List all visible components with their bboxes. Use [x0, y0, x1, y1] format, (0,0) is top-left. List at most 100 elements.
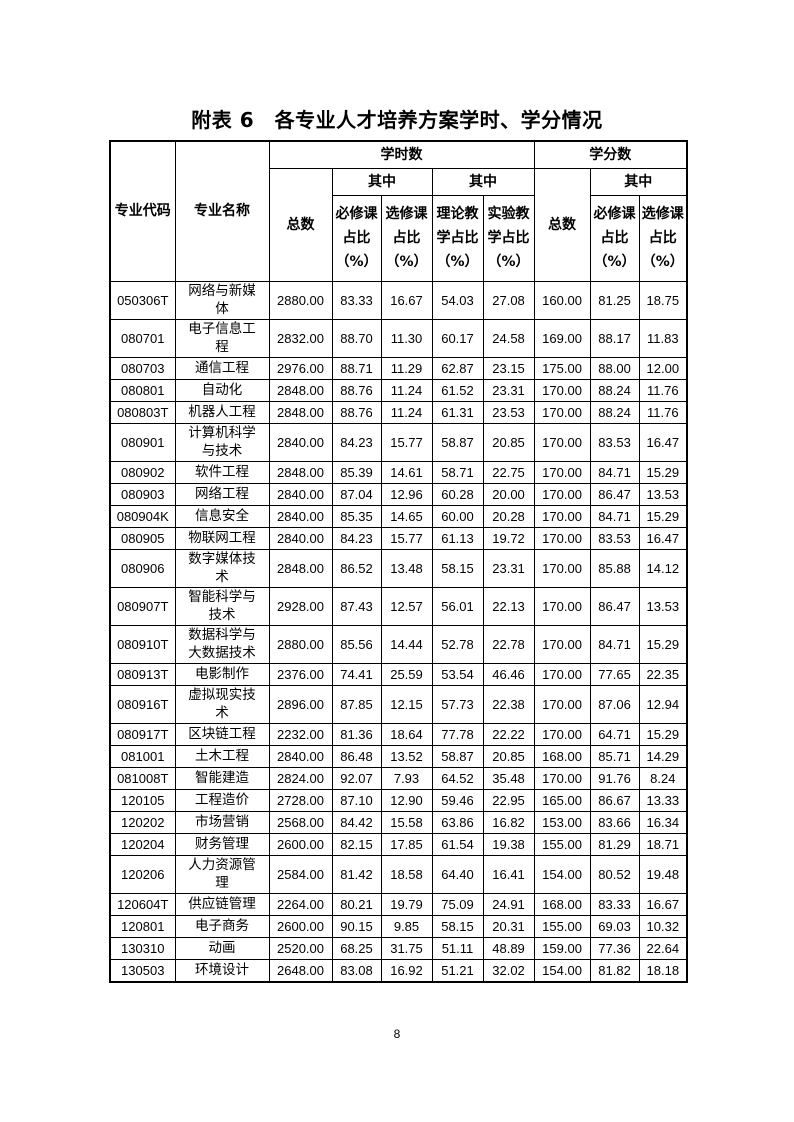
cell-c-req: 86.47 [589, 586, 640, 626]
cell-c-total: 170.00 [533, 526, 591, 550]
cell-h-total: 2848.00 [268, 378, 333, 402]
cell-c-ele: 10.32 [638, 914, 688, 938]
cell-c-ele: 15.29 [638, 504, 688, 528]
cell-c-total: 168.00 [533, 744, 591, 768]
cell-h-req: 82.15 [331, 832, 382, 856]
cell-name: 土木工程 [174, 744, 270, 768]
cell-h-theory: 54.03 [431, 280, 484, 320]
cell-name: 机器人工程 [174, 400, 270, 424]
cell-c-total: 170.00 [533, 586, 591, 626]
header-theory-pct: 理论教学占比（%） [431, 194, 484, 282]
cell-h-theory: 75.09 [431, 892, 484, 916]
cell-h-req: 88.71 [331, 356, 382, 380]
cell-code: 080803T [109, 400, 176, 424]
cell-h-total: 2880.00 [268, 280, 333, 320]
cell-name: 网络与新媒体 [174, 280, 270, 320]
cell-h-total: 2840.00 [268, 422, 333, 462]
cell-h-exp: 19.72 [482, 526, 535, 550]
cell-c-total: 159.00 [533, 936, 591, 960]
cell-c-req: 83.53 [589, 422, 640, 462]
cell-c-req: 64.71 [589, 722, 640, 746]
cell-c-total: 170.00 [533, 460, 591, 484]
page-title: 附表 6 各专业人才培养方案学时、学分情况 [191, 108, 603, 132]
cell-h-ele: 12.15 [380, 684, 433, 724]
header-credits-elective-pct: 选修课占比（%） [638, 194, 688, 282]
cell-c-ele: 22.64 [638, 936, 688, 960]
header-hours-group: 学时数 [268, 140, 535, 169]
cell-h-ele: 11.24 [380, 378, 433, 402]
cell-h-ele: 14.65 [380, 504, 433, 528]
cell-h-exp: 46.46 [482, 662, 535, 686]
cell-c-ele: 13.53 [638, 586, 688, 626]
cell-h-exp: 22.22 [482, 722, 535, 746]
cell-c-req: 83.66 [589, 810, 640, 834]
header-credits-group: 学分数 [533, 140, 688, 169]
cell-c-ele: 13.53 [638, 482, 688, 506]
cell-name: 软件工程 [174, 460, 270, 484]
header-code: 专业代码 [109, 140, 176, 282]
cell-h-ele: 25.59 [380, 662, 433, 686]
cell-c-req: 88.24 [589, 378, 640, 402]
cell-c-total: 170.00 [533, 548, 591, 588]
cell-c-ele: 8.24 [638, 766, 688, 790]
cell-name: 市场营销 [174, 810, 270, 834]
table-row: 080910T 数据科学与大数据技术 2880.00 85.56 14.44 52.78 2… [109, 624, 688, 664]
cell-name: 虚拟现实技术 [174, 684, 270, 724]
cell-c-ele: 11.76 [638, 378, 688, 402]
cell-h-total: 2840.00 [268, 744, 333, 768]
cell-h-ele: 16.67 [380, 280, 433, 320]
cell-c-req: 77.65 [589, 662, 640, 686]
cell-c-ele: 12.94 [638, 684, 688, 724]
cell-h-total: 2520.00 [268, 936, 333, 960]
cell-c-total: 170.00 [533, 504, 591, 528]
cell-h-exp: 22.95 [482, 788, 535, 812]
cell-c-total: 154.00 [533, 854, 591, 894]
cell-h-exp: 32.02 [482, 958, 535, 982]
cell-h-total: 2824.00 [268, 766, 333, 790]
header-hours-of-which-teaching: 其中 [431, 167, 535, 196]
cell-code: 120204 [109, 832, 176, 856]
cell-c-total: 165.00 [533, 788, 591, 812]
table-row: 080901 计算机科学与技术 2840.00 84.23 15.77 58.87 20.8… [109, 422, 688, 462]
cell-h-theory: 61.13 [431, 526, 484, 550]
cell-h-exp: 20.31 [482, 914, 535, 938]
cell-c-total: 170.00 [533, 378, 591, 402]
cell-code: 080801 [109, 378, 176, 402]
cell-name: 电影制作 [174, 662, 270, 686]
table-row: 080801 自动化 2848.00 88.76 11.24 61.52 23.31 170.… [109, 378, 688, 402]
cell-h-exp: 24.58 [482, 318, 535, 358]
cell-name: 通信工程 [174, 356, 270, 380]
cell-h-total: 2264.00 [268, 892, 333, 916]
table-row: 130503 环境设计 2648.00 83.08 16.92 51.21 32.02 154… [109, 958, 688, 982]
cell-c-total: 170.00 [533, 400, 591, 424]
cell-c-total: 160.00 [533, 280, 591, 320]
cell-h-theory: 61.54 [431, 832, 484, 856]
table-row: 120202 市场营销 2568.00 84.42 15.58 63.86 16.82 153… [109, 810, 688, 834]
cell-h-theory: 56.01 [431, 586, 484, 626]
cell-name: 数字媒体技术 [174, 548, 270, 588]
cell-h-ele: 9.85 [380, 914, 433, 938]
table-row: 080913T 电影制作 2376.00 74.41 25.59 53.54 46.46 17… [109, 662, 688, 686]
table-row: 080906 数字媒体技术 2848.00 86.52 13.48 58.15 23.31 1… [109, 548, 688, 588]
cell-h-ele: 19.79 [380, 892, 433, 916]
cell-c-req: 87.06 [589, 684, 640, 724]
cell-c-ele: 16.47 [638, 422, 688, 462]
cell-h-exp: 48.89 [482, 936, 535, 960]
cell-name: 财务管理 [174, 832, 270, 856]
cell-h-exp: 16.82 [482, 810, 535, 834]
cell-h-req: 86.48 [331, 744, 382, 768]
cell-h-theory: 64.40 [431, 854, 484, 894]
cell-c-ele: 16.67 [638, 892, 688, 916]
cell-h-ele: 14.61 [380, 460, 433, 484]
cell-h-ele: 11.24 [380, 400, 433, 424]
cell-code: 080901 [109, 422, 176, 462]
cell-c-req: 84.71 [589, 460, 640, 484]
cell-h-total: 2848.00 [268, 460, 333, 484]
cell-h-theory: 51.11 [431, 936, 484, 960]
cell-h-req: 85.35 [331, 504, 382, 528]
cell-h-req: 68.25 [331, 936, 382, 960]
cell-h-ele: 15.77 [380, 422, 433, 462]
cell-h-ele: 7.93 [380, 766, 433, 790]
cell-h-ele: 12.57 [380, 586, 433, 626]
cell-name: 数据科学与大数据技术 [174, 624, 270, 664]
